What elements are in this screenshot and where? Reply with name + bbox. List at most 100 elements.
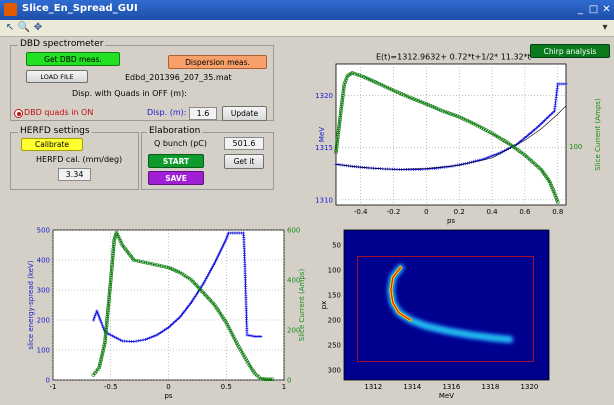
data-point — [216, 308, 220, 313]
data-point — [176, 269, 180, 274]
window-title: Slice_En_Spread_GUI — [22, 3, 138, 14]
data-point — [231, 231, 235, 235]
data-point — [184, 307, 188, 311]
data-point — [410, 96, 414, 101]
dbd-panel — [10, 45, 274, 121]
data-point — [203, 278, 207, 282]
get-it-button[interactable]: Get it — [224, 154, 264, 169]
update-button[interactable]: Update — [222, 106, 267, 121]
data-point — [443, 165, 447, 169]
zoom-icon[interactable]: 🔍 — [17, 22, 31, 33]
data-point — [120, 339, 124, 343]
data-point — [496, 152, 500, 156]
minimize-icon[interactable]: _ — [578, 4, 583, 15]
save-button[interactable]: SAVE — [148, 171, 204, 185]
data-point — [165, 327, 169, 331]
data-point — [393, 167, 397, 171]
herfd-panel-label: HERFD settings — [18, 126, 92, 136]
y-tick-label: 50 — [332, 242, 341, 250]
data-point — [124, 248, 128, 252]
data-point — [191, 298, 195, 302]
data-point — [217, 310, 222, 314]
data-point — [509, 146, 513, 150]
data-point — [434, 106, 439, 111]
data-point — [150, 262, 155, 266]
data-point — [125, 339, 129, 343]
data-point — [108, 282, 113, 287]
arrow-icon[interactable]: ↖ — [5, 22, 15, 33]
quads-on-radio[interactable] — [14, 109, 23, 118]
data-point — [143, 260, 148, 265]
data-point — [490, 131, 494, 136]
data-point — [550, 185, 554, 190]
data-point — [344, 78, 348, 82]
x-tick-label: 1320 — [521, 383, 539, 391]
data-point — [411, 167, 415, 171]
herfd-cal-field[interactable]: 3.34 — [58, 168, 91, 181]
data-point — [355, 72, 360, 77]
data-point — [342, 163, 346, 167]
data-point — [494, 152, 498, 156]
data-point — [453, 113, 457, 118]
data-point — [346, 164, 350, 168]
pan-icon[interactable]: ✥ — [33, 22, 43, 33]
calibrate-button[interactable]: Calibrate — [21, 138, 83, 151]
data-point — [383, 84, 388, 89]
data-point — [554, 95, 558, 99]
load-file-button[interactable]: LOAD FILE — [26, 70, 88, 83]
chirp-analysis-button[interactable]: Chirp analysis — [530, 44, 610, 58]
data-point — [193, 295, 197, 299]
disp-value-field[interactable]: 1.6 — [189, 107, 217, 120]
data-point — [155, 263, 159, 267]
data-point — [341, 93, 345, 98]
q-bunch-label: Q bunch (pC) — [154, 139, 207, 148]
y-axis-label: slice energy-spread (keV) — [27, 260, 35, 349]
data-point — [119, 241, 124, 245]
data-point — [516, 141, 520, 145]
data-point — [357, 165, 361, 169]
data-point — [340, 95, 345, 100]
data-point — [97, 365, 101, 370]
data-point — [231, 335, 236, 339]
data-point — [242, 238, 246, 242]
q-bunch-field[interactable]: 501.6 — [224, 137, 264, 150]
maximize-icon[interactable]: □ — [588, 4, 599, 15]
y-tick-label: 1320 — [315, 92, 333, 100]
data-point — [253, 371, 257, 376]
data-point — [337, 120, 342, 124]
data-point — [170, 267, 175, 271]
series-line-green — [93, 231, 273, 380]
data-point — [379, 82, 383, 87]
heatmap-image — [343, 229, 550, 381]
data-point — [482, 127, 486, 131]
data-point — [100, 321, 104, 325]
data-point — [221, 243, 225, 247]
y-tick-label: 100 — [328, 267, 341, 275]
data-point — [513, 143, 517, 147]
data-point — [240, 351, 245, 355]
data-point — [495, 134, 500, 139]
data-point — [182, 310, 186, 314]
data-point — [251, 334, 255, 338]
dispersion-button[interactable]: Dispersion meas. — [168, 55, 267, 69]
data-point — [336, 128, 341, 133]
start-button[interactable]: START — [148, 154, 204, 168]
data-point — [345, 73, 350, 78]
data-point — [243, 258, 247, 262]
data-point — [134, 258, 138, 263]
data-point — [147, 336, 151, 340]
data-point — [112, 236, 117, 240]
data-point — [406, 94, 410, 99]
data-point — [463, 117, 468, 122]
data-point — [451, 164, 455, 168]
x-axis-label: MeV — [439, 392, 454, 400]
data-point — [451, 112, 455, 117]
data-point — [216, 255, 220, 259]
close-icon[interactable]: ✕ — [602, 4, 611, 15]
toolbar-menu-icon[interactable]: ▾ — [602, 22, 608, 33]
data-point — [93, 371, 97, 375]
data-point — [202, 280, 206, 284]
get-dbd-button[interactable]: Get DBD meas. — [26, 52, 120, 66]
data-point — [243, 254, 247, 257]
data-point — [96, 311, 100, 315]
